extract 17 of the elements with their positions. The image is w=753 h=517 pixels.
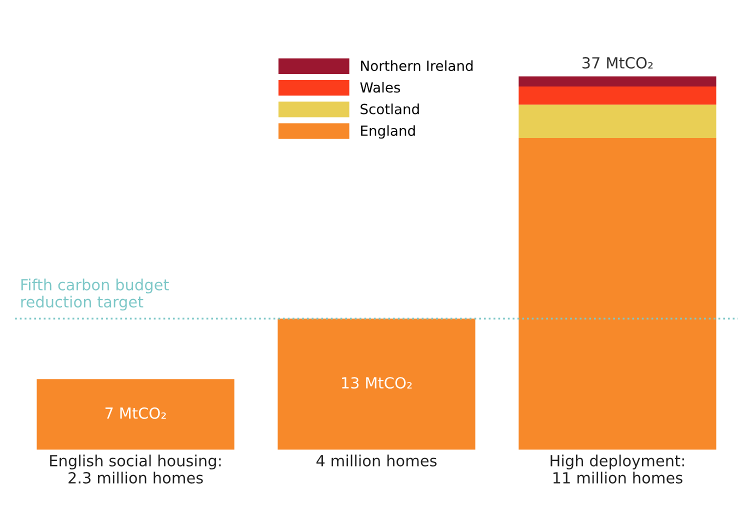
legend-label: Scotland bbox=[360, 104, 419, 114]
bar bbox=[518, 76, 716, 86]
legend-label: Northern Ireland bbox=[361, 60, 473, 72]
x-tick-label: English social housing: 2.3 million homes bbox=[50, 454, 221, 484]
bar bbox=[278, 318, 476, 450]
total-label: 37 MtCO₂ bbox=[582, 57, 653, 69]
data-label: 7 MtCO₂ bbox=[106, 407, 166, 419]
ref-line-label: Fifth carbon budget reduction target bbox=[21, 278, 169, 311]
legend-label: Wales bbox=[360, 82, 400, 93]
x-tick-label: High deployment: 11 million homes bbox=[550, 454, 684, 484]
bar bbox=[518, 138, 716, 450]
legend-label: England bbox=[361, 125, 415, 139]
bar bbox=[518, 104, 716, 138]
data-label: 13 MtCO₂ bbox=[342, 377, 412, 389]
bar bbox=[36, 379, 234, 450]
x-tick-label: 4 million homes bbox=[316, 454, 437, 466]
bar bbox=[518, 86, 716, 105]
